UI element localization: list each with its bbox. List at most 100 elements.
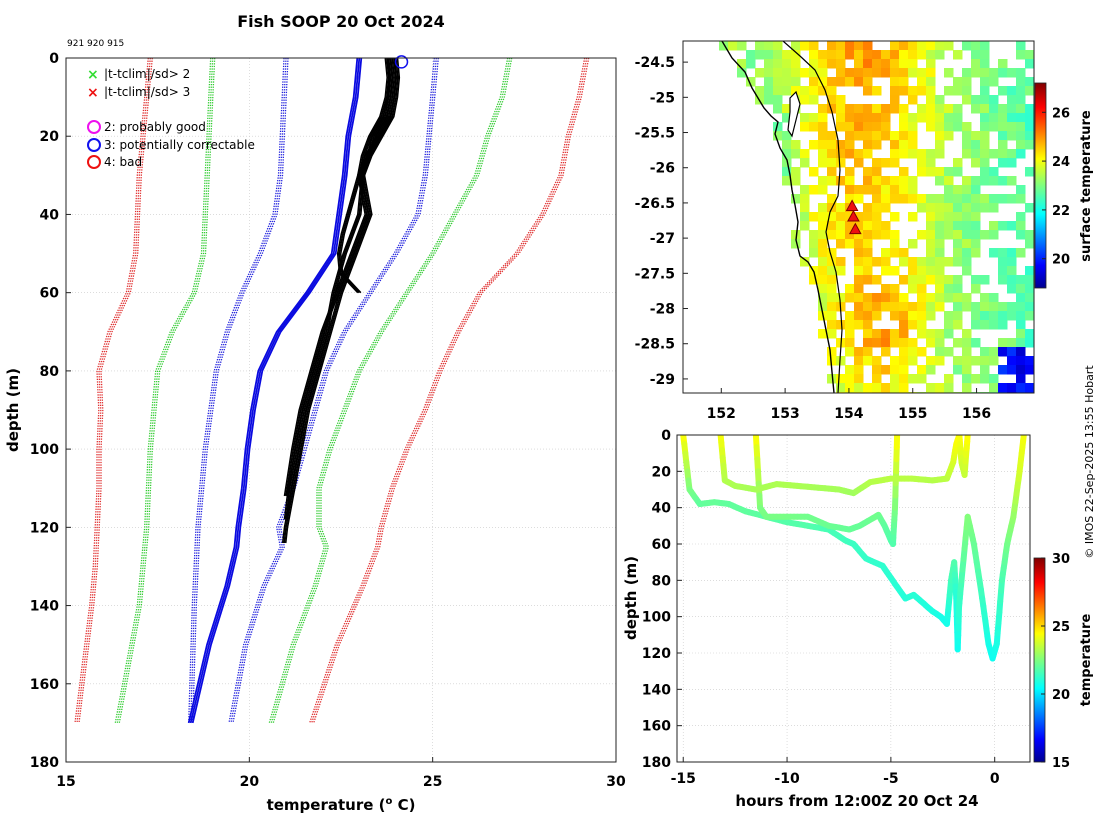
time-colorbar-tick-label: 25 [1052,620,1070,635]
sst-cell [944,230,954,240]
sst-cell [863,131,873,141]
sst-cell [836,374,846,384]
sst-cell [908,347,918,357]
sst-cell [872,68,882,78]
sst-cell [827,140,837,150]
sst-cell [944,347,954,357]
sst-cell [854,41,864,51]
sst-cell [989,113,999,123]
coastline [721,41,835,393]
sst-cell [971,194,981,204]
sst-cell [845,311,855,321]
clim-low-sd [192,58,289,723]
sst-cell [935,50,945,60]
sst-cell [827,59,837,69]
time-depth-xlabel: hours from 12:00Z 20 Oct 24 [735,792,978,810]
sst-cell [845,284,855,294]
sst-cell [944,383,954,393]
sst-cell [926,383,936,393]
sst-cell [962,149,972,159]
sst-cell [899,302,909,312]
sst-cell [791,50,801,60]
sst-cell [809,59,819,69]
sst-cell [935,149,945,159]
sst-cell [746,77,756,87]
sst-cell [836,104,846,114]
sst-cell [872,221,882,231]
legend-label: 3: potentially correctable [104,138,255,152]
sst-cell [944,194,954,204]
sst-cell [863,140,873,150]
sst-cell [1025,302,1034,312]
sst-cell [737,59,747,69]
sst-cell [953,185,963,195]
sst-cell [827,95,837,105]
sst-cell [998,347,1008,357]
sst-cell [926,149,936,159]
sst-cell [962,86,972,96]
map-y-tick-label: -27.5 [635,266,675,282]
time-depth-grid [677,434,1030,763]
sst-cell [1016,50,1026,60]
sst-cell [809,113,819,123]
sst-cell [944,167,954,177]
sst-cell [1025,293,1034,303]
sst-cell [854,347,864,357]
sst-cell [980,86,990,96]
sst-cell [953,356,963,366]
sst-cell [908,257,918,267]
sst-cell [935,140,945,150]
sst-cell [1025,131,1034,141]
sst-cell [791,77,801,87]
y-tick-label: 60 [40,286,60,302]
sst-cell [854,356,864,366]
sst-cell [1025,266,1034,276]
sst-cell [998,176,1008,186]
sst-cell [899,59,909,69]
sst-cell [935,329,945,339]
map-x-tick-label: 152 [707,406,736,422]
cast-4 [286,58,392,497]
sst-cell [728,41,738,51]
sst-cell [818,113,828,123]
sst-cell [989,302,999,312]
sst-cell [881,338,891,348]
sst-cell [953,104,963,114]
sst-cell [719,41,729,51]
sst-cell [962,248,972,258]
sst-cell [1016,68,1026,78]
sst-cell [836,140,846,150]
sst-cell [872,122,882,132]
sst-cell [1007,86,1017,96]
sst-cell [845,122,855,132]
sst-cell [926,365,936,375]
sst-cell [764,59,774,69]
sst-cell [917,284,927,294]
sst-cell [998,194,1008,204]
sst-cell [998,221,1008,231]
sst-cell [782,77,792,87]
clim-low-sd [188,58,285,723]
sst-cell [908,149,918,159]
sst-cell [944,68,954,78]
sst-cell [818,50,828,60]
sst-cell [737,41,747,51]
sst-cell [944,86,954,96]
clim-high-3sd [311,58,588,724]
sst-cell [1007,248,1017,258]
sst-cell [953,257,963,267]
sst-cell [989,167,999,177]
sst-cell [908,212,918,222]
time-y-tick-label: 60 [652,537,672,553]
time-depth-ylabel: depth (m) [622,556,640,640]
sst-cell [809,95,819,105]
sst-cell [818,329,828,339]
sst-cell [899,329,909,339]
sst-cell [944,374,954,384]
sst-cell [944,320,954,330]
sst-cell [998,149,1008,159]
sst-cell [917,266,927,276]
sst-cell [800,122,810,132]
sst-cell [872,365,882,375]
clim-high-sd [228,58,435,724]
